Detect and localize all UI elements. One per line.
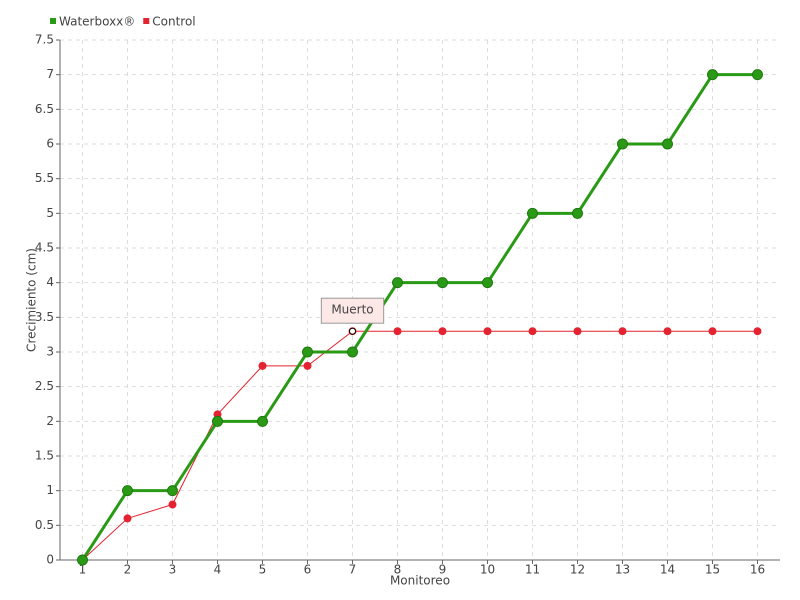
y-tick-label: 2	[46, 414, 54, 428]
y-tick-label: 4	[46, 275, 54, 289]
y-tick-label: 6.5	[35, 102, 54, 116]
annotation: Muerto	[320, 297, 385, 335]
data-point	[708, 327, 717, 336]
y-tick-label: 1	[46, 483, 54, 497]
data-point	[483, 327, 492, 336]
data-point	[392, 277, 403, 289]
x-axis-title: Monitoreo	[390, 574, 450, 588]
data-point	[393, 327, 402, 336]
y-tick-label: 5.5	[35, 171, 54, 185]
y-tick-label: 2.5	[35, 379, 54, 393]
x-tick-label: 5	[259, 563, 267, 577]
legend-swatch	[143, 18, 150, 24]
data-point	[212, 415, 223, 427]
data-point	[482, 277, 493, 289]
series-line	[82, 330, 758, 561]
y-tick-label: 6	[46, 137, 54, 151]
x-tick-label: 9	[439, 563, 447, 577]
data-point	[258, 361, 267, 370]
data-point	[663, 327, 672, 336]
data-point	[257, 415, 268, 427]
legend-swatch	[50, 18, 56, 24]
x-tick-label: 1	[79, 563, 87, 577]
y-tick-label: 3.5	[35, 310, 54, 324]
y-tick-label: 0.5	[35, 518, 54, 532]
x-tick-label: 14	[660, 563, 675, 577]
x-tick-label: 7	[349, 563, 357, 577]
x-tick-label: 3	[169, 563, 177, 577]
data-point	[572, 207, 583, 219]
y-tick-label: 5	[46, 206, 54, 220]
x-tick-label: 16	[750, 563, 765, 577]
data-point	[438, 327, 447, 336]
data-point	[167, 485, 178, 497]
x-tick-label: 11	[525, 563, 540, 577]
data-point	[528, 327, 537, 336]
data-point	[123, 514, 132, 523]
data-point	[77, 554, 88, 566]
y-tick-label: 1.5	[35, 449, 54, 463]
y-axis-title: Crecimiento (cm)	[25, 248, 39, 352]
legend-label: Waterboxx®	[59, 15, 135, 29]
data-point	[617, 138, 628, 150]
x-tick-label: 13	[615, 563, 630, 577]
data-point	[168, 500, 177, 509]
x-tick-label: 12	[570, 563, 585, 577]
x-tick-label: 2	[124, 563, 132, 577]
data-point	[752, 69, 763, 81]
data-point	[618, 327, 627, 336]
y-tick-label: 7.5	[35, 33, 54, 47]
y-tick-label: 7	[46, 67, 54, 81]
data-point	[707, 69, 718, 81]
legend-label: Control	[152, 15, 195, 29]
y-tick-label: 3	[46, 345, 54, 359]
data-point	[573, 327, 582, 336]
x-tick-label: 6	[304, 563, 312, 577]
data-point	[662, 138, 673, 150]
x-tick-label: 10	[480, 563, 495, 577]
annotation-point	[349, 327, 356, 335]
x-tick-label: 8	[394, 563, 402, 577]
data-point	[303, 361, 312, 370]
data-point	[347, 346, 358, 358]
series-line	[81, 73, 758, 561]
y-tick-label: 0	[46, 553, 54, 567]
data-point	[753, 327, 762, 336]
data-point	[437, 277, 448, 289]
annotation-text: Muerto	[331, 303, 373, 317]
data-point	[527, 207, 538, 219]
data-point	[302, 346, 313, 358]
y-tick-label: 4.5	[35, 241, 54, 255]
x-tick-label: 4	[214, 563, 222, 577]
x-tick-label: 15	[705, 563, 720, 577]
data-point	[122, 485, 133, 497]
annotation-box	[320, 297, 385, 324]
